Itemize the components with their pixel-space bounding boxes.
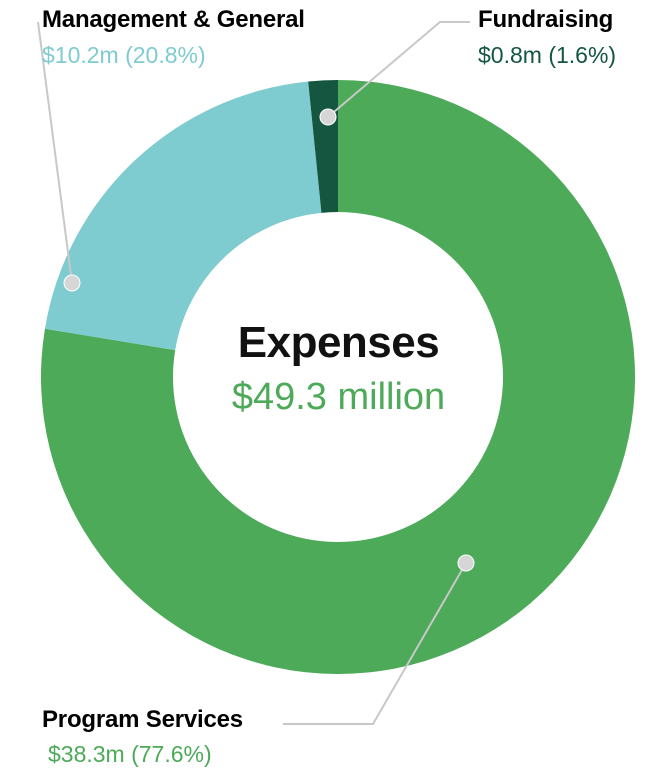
- leader-management-general-line: [37, 21, 73, 284]
- leader-fundraising-line: [327, 21, 470, 118]
- fundraising-label: Fundraising: [478, 6, 614, 33]
- management-general-value: $10.2m (20.8%): [42, 42, 206, 68]
- slice-program-services: [40, 80, 635, 674]
- management-general-label: Management & General: [42, 6, 305, 33]
- chart-center-value: $49.3 million: [231, 376, 446, 418]
- leader-program-services-line: [283, 562, 467, 725]
- program-services-value: $38.3m (77.6%): [48, 741, 212, 767]
- leader-management-general-dot: [63, 274, 81, 292]
- leader-program-services-dot: [457, 554, 475, 572]
- chart-center-title: Expenses: [237, 318, 440, 367]
- program-services-label: Program Services: [42, 706, 243, 733]
- leader-fundraising-dot: [319, 108, 337, 126]
- fundraising-value: $0.8m (1.6%): [478, 42, 617, 68]
- slice-management-general: [44, 81, 322, 351]
